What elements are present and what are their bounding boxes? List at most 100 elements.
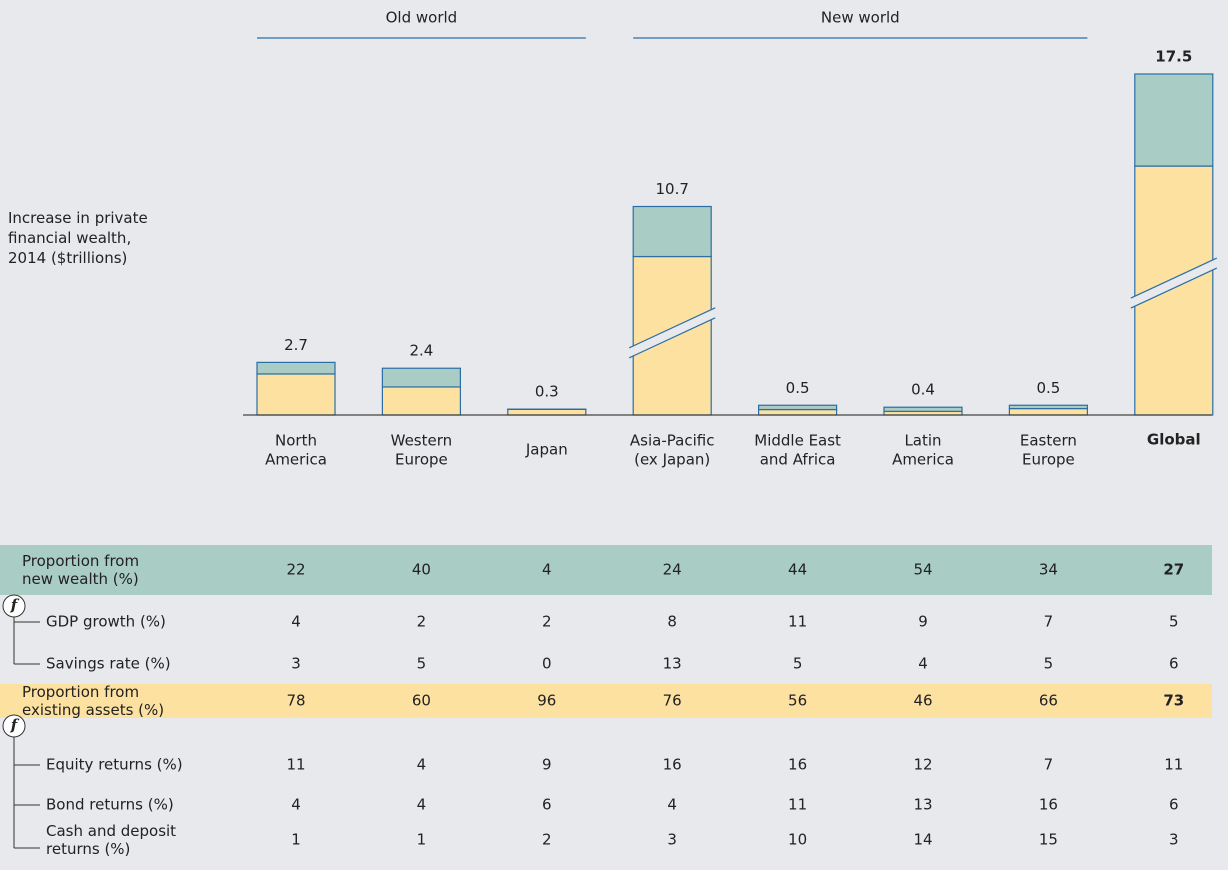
row-label: Cash and deposit returns (%)	[46, 822, 176, 858]
cell: 4	[417, 756, 427, 774]
cell: 6	[1169, 655, 1179, 673]
bar-existing	[256, 373, 336, 416]
cell: 3	[291, 655, 301, 673]
cell: 4	[417, 796, 427, 814]
category-label: Global	[1147, 431, 1201, 449]
row-label: GDP growth (%)	[46, 613, 166, 631]
cell: 15	[1039, 831, 1058, 849]
row-band	[0, 545, 1212, 595]
axis-break	[629, 307, 716, 358]
cell: 56	[788, 692, 807, 710]
cell: 22	[286, 561, 305, 579]
cell: 5	[417, 655, 427, 673]
cell: 16	[663, 756, 682, 774]
cell: 1	[291, 831, 301, 849]
bar-existing	[507, 408, 587, 416]
cell: 11	[788, 613, 807, 631]
category-label: Japan	[525, 441, 568, 459]
cell: 78	[286, 692, 305, 710]
bar-existing	[757, 408, 838, 416]
cell: 54	[913, 561, 932, 579]
cell: 34	[1039, 561, 1058, 579]
row-label: Savings rate (%)	[46, 655, 171, 673]
cell: 7	[1044, 756, 1054, 774]
bar-new	[256, 361, 336, 375]
cell: 2	[542, 613, 552, 631]
value-label: 2.4	[409, 342, 433, 360]
cell: 11	[1164, 756, 1183, 774]
group-label: New world	[821, 9, 900, 27]
cell: 66	[1039, 692, 1058, 710]
bar-new	[757, 404, 838, 411]
cell: 5	[1169, 613, 1179, 631]
break-line	[1130, 257, 1218, 299]
function-symbol: f	[10, 716, 20, 734]
cell: 11	[788, 796, 807, 814]
row-label: Bond returns (%)	[46, 796, 174, 814]
cell: 4	[918, 655, 928, 673]
cell: 10	[788, 831, 807, 849]
category-label: Middle East and Africa	[754, 431, 841, 468]
cell: 4	[542, 561, 552, 579]
cell: 27	[1163, 561, 1184, 579]
value-label: 2.7	[284, 336, 308, 354]
cell: 4	[291, 613, 301, 631]
cell: 6	[1169, 796, 1179, 814]
cell: 4	[667, 796, 677, 814]
bar-existing	[1008, 407, 1089, 416]
cell: 4	[291, 796, 301, 814]
cell: 5	[1044, 655, 1054, 673]
cell: 11	[286, 756, 305, 774]
bar-new	[381, 367, 461, 388]
value-label: 0.4	[911, 381, 935, 399]
category-label: Asia-Pacific (ex Japan)	[630, 431, 715, 468]
bar-new	[1134, 73, 1214, 167]
cell: 16	[788, 756, 807, 774]
function-circle	[2, 714, 26, 738]
cell: 14	[913, 831, 932, 849]
bar-new	[632, 205, 712, 258]
cell: 2	[417, 613, 427, 631]
function-symbol: f	[10, 596, 20, 614]
row-label: Proportion from new wealth (%)	[22, 552, 139, 588]
cell: 8	[667, 613, 677, 631]
group-label: Old world	[386, 9, 458, 27]
cell: 7	[1044, 613, 1054, 631]
cell: 24	[663, 561, 682, 579]
cell: 5	[793, 655, 803, 673]
function-circle	[2, 594, 26, 618]
cell: 13	[913, 796, 932, 814]
category-label: Western Europe	[391, 431, 453, 468]
cell: 0	[542, 655, 552, 673]
bar-existing	[381, 386, 461, 416]
bar-new	[883, 406, 963, 413]
row-label: Proportion from existing assets (%)	[22, 683, 164, 719]
value-label: 17.5	[1155, 48, 1192, 66]
row-band	[0, 684, 1212, 718]
category-label: North America	[265, 431, 327, 468]
break-line	[1130, 267, 1218, 309]
cell: 9	[542, 756, 552, 774]
break-line	[628, 307, 716, 349]
cell: 40	[412, 561, 431, 579]
cell: 3	[1169, 831, 1179, 849]
y-axis-label: Increase in private financial wealth, 2014…	[8, 209, 148, 267]
category-label: Latin America	[892, 431, 954, 468]
cell: 13	[663, 655, 682, 673]
cell: 1	[417, 831, 427, 849]
cell: 6	[542, 796, 552, 814]
value-label: 0.5	[1036, 379, 1060, 397]
cell: 2	[542, 831, 552, 849]
cell: 73	[1163, 692, 1184, 710]
cell: 12	[913, 756, 932, 774]
value-label: 0.5	[786, 379, 810, 397]
cell: 9	[918, 613, 928, 631]
cell: 96	[537, 692, 556, 710]
cell: 16	[1039, 796, 1058, 814]
axis-break	[1130, 258, 1217, 309]
cell: 76	[663, 692, 682, 710]
cell: 44	[788, 561, 807, 579]
bar-new	[1008, 404, 1089, 410]
value-label: 0.3	[535, 383, 559, 401]
